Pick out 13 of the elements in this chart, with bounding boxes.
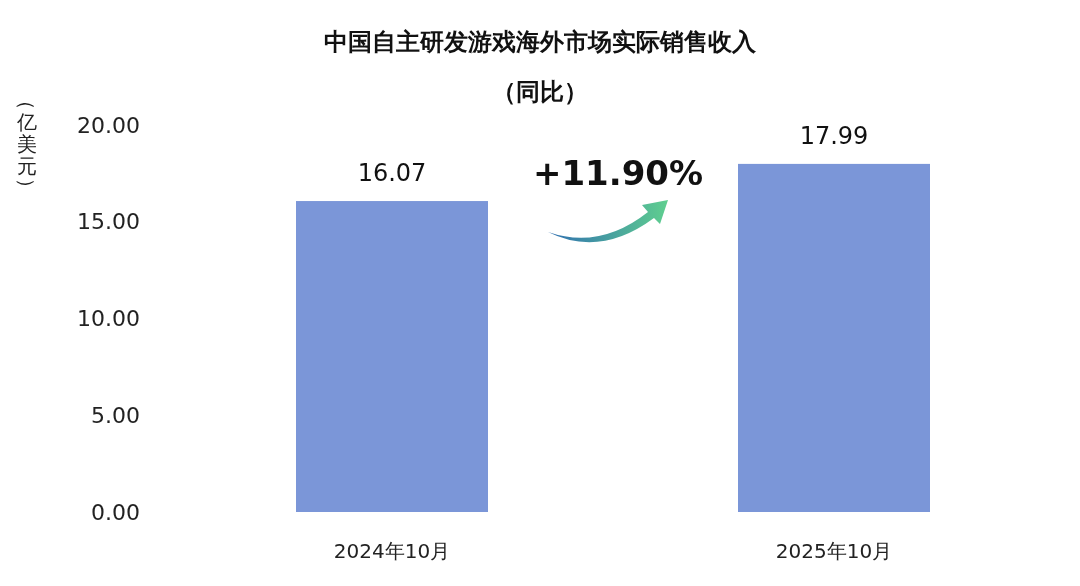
y-axis-title: （亿美元） xyxy=(15,90,39,198)
x-tick-label: 2025年10月 xyxy=(775,539,893,563)
data-label: 16.07 xyxy=(357,159,427,188)
y-tick-label: 5.00 xyxy=(91,402,140,428)
data-label: 17.99 xyxy=(799,121,869,150)
y-tick-label: 0.00 xyxy=(91,499,140,525)
annotation: +11.90% xyxy=(532,153,704,193)
y-tick-label: 20.00 xyxy=(77,112,140,138)
y-tick-label: 15.00 xyxy=(77,209,140,235)
y-tick-label: 10.00 xyxy=(77,306,140,332)
chart-subtitle: （同比） xyxy=(492,78,588,106)
chart-title: 中国自主研发游戏海外市场实际销售收入 xyxy=(324,28,757,56)
x-tick-label: 2024年10月 xyxy=(333,539,451,563)
